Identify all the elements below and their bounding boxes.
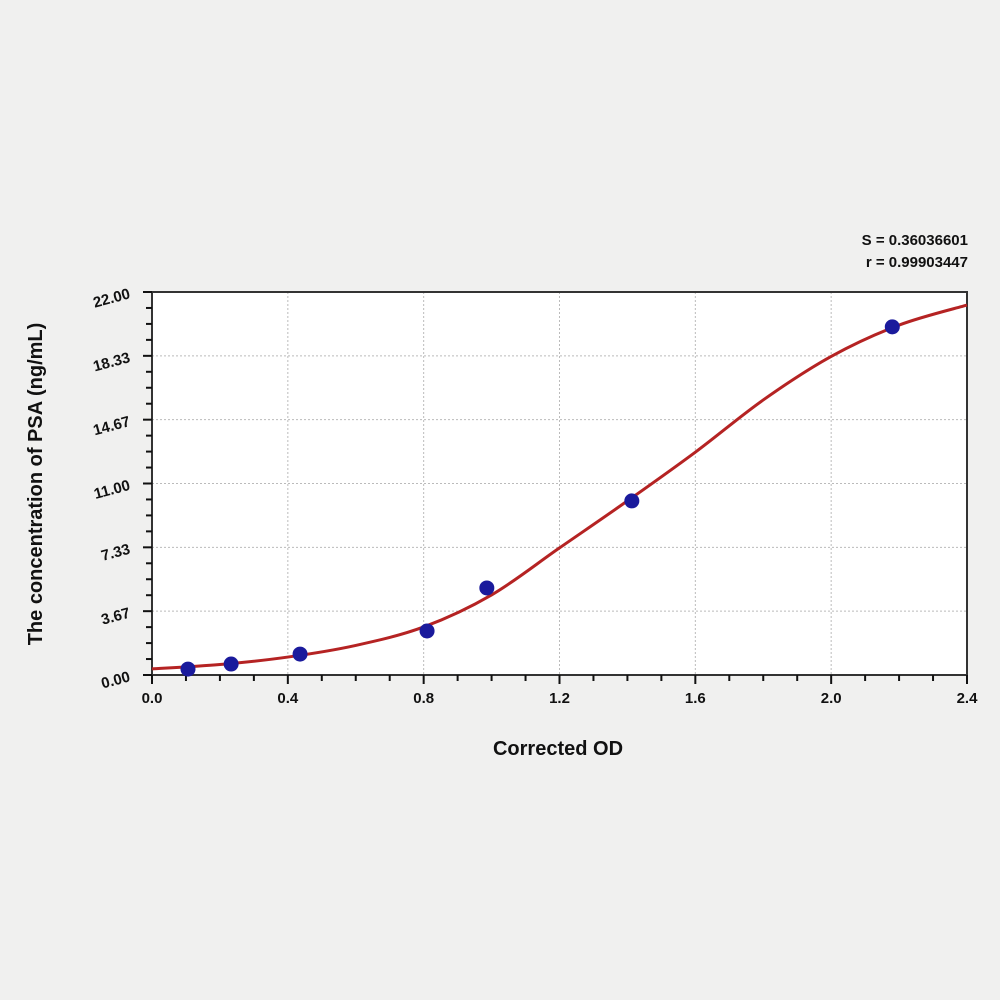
y-tick-label: 11.00 (92, 477, 132, 503)
data-point (223, 656, 239, 672)
annotation-r: r = 0.99903447 (866, 254, 968, 271)
axes (143, 291, 968, 684)
y-tick-label: 0.00 (99, 668, 132, 692)
y-tick-label: 18.33 (91, 349, 132, 375)
x-axis-label: Corrected OD (493, 738, 623, 760)
y-tick-label: 14.67 (91, 413, 132, 439)
data-point (180, 661, 196, 677)
x-tick-label: 0.8 (413, 690, 434, 707)
data-points (180, 319, 900, 677)
fit-curve (151, 303, 968, 671)
x-tick-label: 2.4 (957, 690, 979, 707)
x-tick-label: 1.6 (685, 690, 706, 707)
x-tick-label: 2.0 (821, 690, 842, 707)
x-tick-labels: 0.0 0.4 0.8 1.2 1.6 2.0 2.4 (142, 690, 979, 707)
x-tick-label: 0.4 (277, 690, 299, 707)
y-tick-label: 7.33 (99, 541, 132, 565)
y-tick-label: 3.67 (99, 605, 132, 629)
data-point (292, 646, 308, 662)
x-tick-label: 1.2 (549, 690, 570, 707)
y-axis-label: The concentration of PSA (ng/mL) (25, 323, 47, 646)
y-tick-labels: 0.00 3.67 7.33 11.00 14.67 18.33 22.00 (91, 285, 132, 692)
data-point (884, 319, 900, 335)
data-point (624, 493, 640, 509)
annotation-s: S = 0.36036601 (862, 232, 968, 249)
x-tick-label: 0.0 (142, 690, 163, 707)
data-point (419, 623, 435, 639)
y-tick-label: 22.00 (91, 285, 132, 311)
data-point (479, 580, 495, 596)
